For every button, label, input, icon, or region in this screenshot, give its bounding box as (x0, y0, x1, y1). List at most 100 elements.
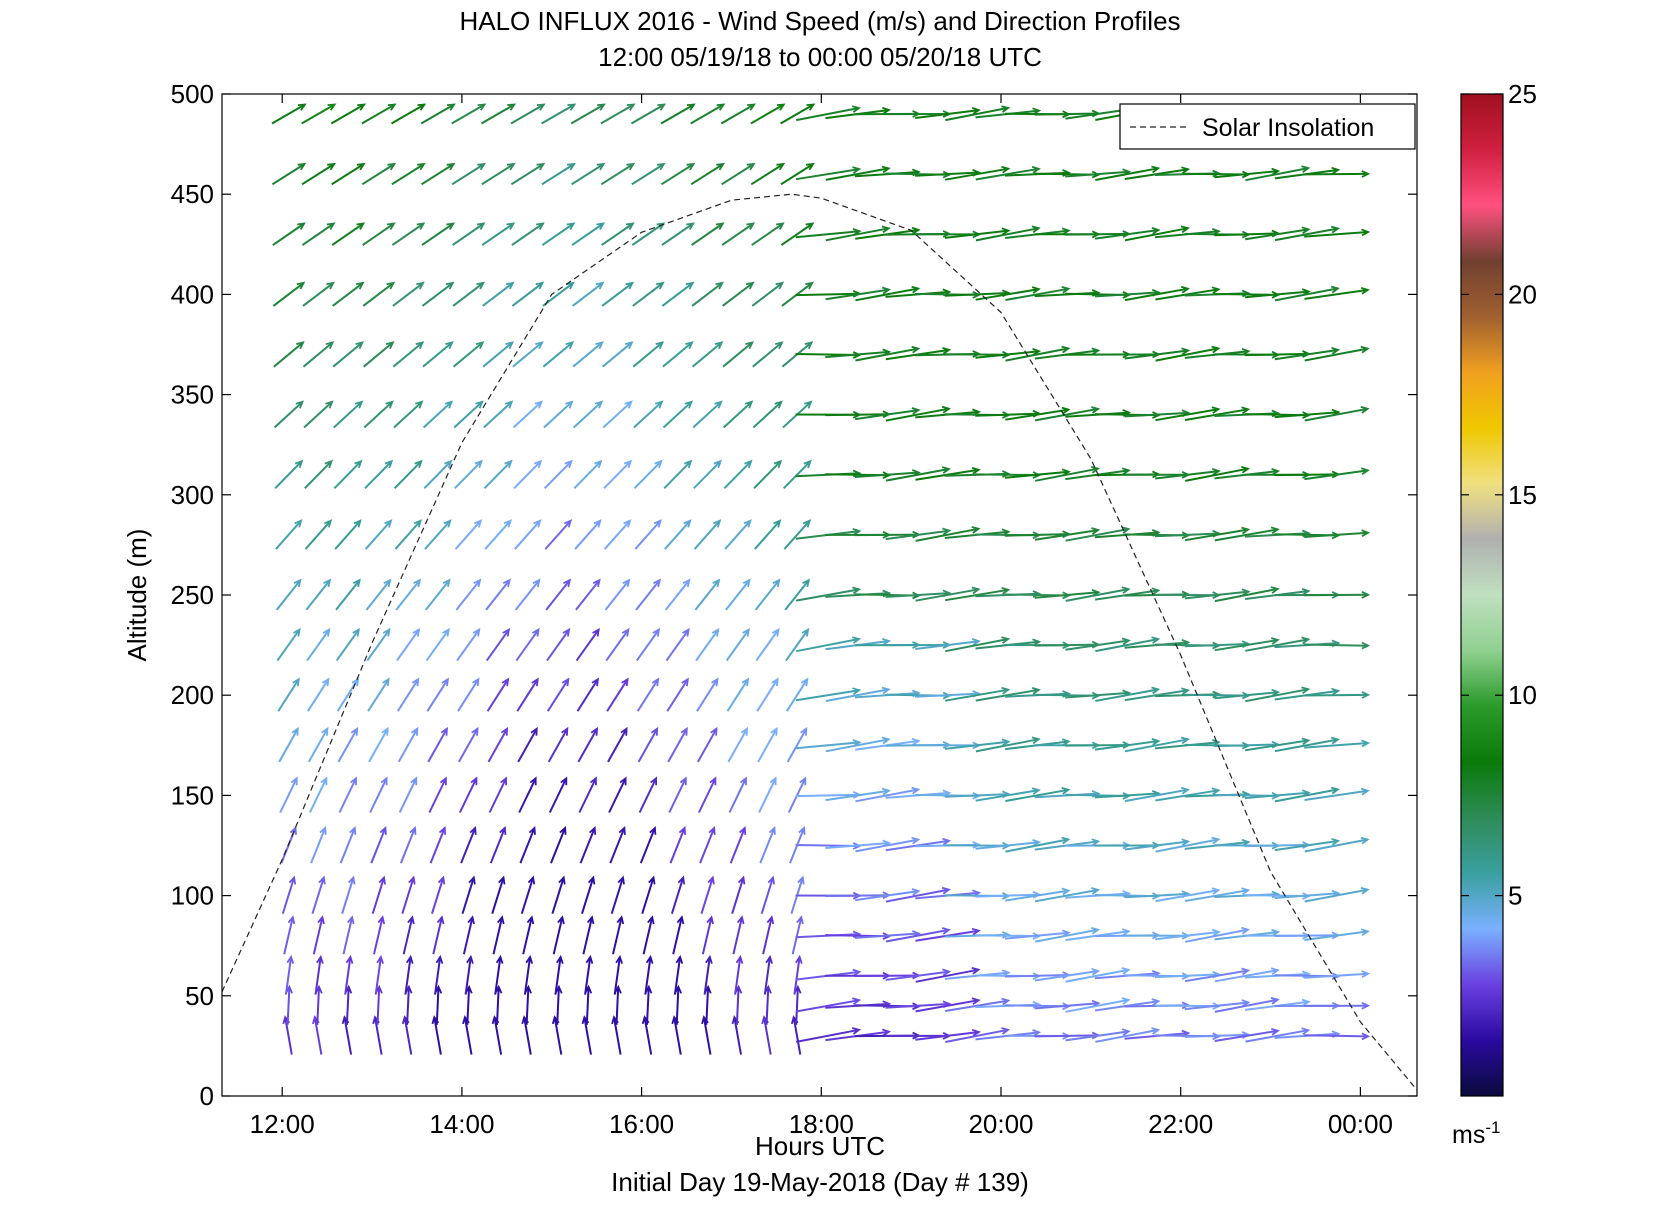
wind-arrow (606, 677, 629, 712)
wind-arrow-shaft (1035, 928, 1099, 943)
wind-arrow (1155, 345, 1221, 362)
wind-arrow-head (386, 281, 396, 290)
wind-arrow-head (654, 459, 663, 469)
wind-arrow (1065, 997, 1131, 1013)
wind-arrow (420, 103, 456, 125)
wind-arrow-head (1061, 227, 1071, 236)
wind-arrow-head (416, 222, 426, 230)
wind-arrow-head (380, 776, 388, 786)
wind-arrow-head (684, 400, 693, 409)
wind-arrow-head (595, 281, 605, 290)
wind-arrow-head (562, 627, 571, 637)
wind-arrow (608, 776, 627, 813)
wind-arrow-shaft (1304, 972, 1369, 979)
wind-arrow-shaft (544, 520, 572, 550)
wind-arrow (728, 776, 747, 813)
wind-arrow-shaft (631, 163, 665, 186)
wind-arrow (724, 519, 752, 550)
wind-arrow (1095, 636, 1161, 653)
wind-arrow (945, 105, 1011, 122)
wind-arrow-head (746, 222, 756, 230)
wind-arrow-shaft (606, 678, 629, 712)
wind-arrow-shaft (517, 728, 538, 763)
wind-arrow-head (765, 954, 773, 964)
wind-arrow (664, 519, 692, 550)
wind-arrow (1214, 997, 1280, 1013)
wind-arrow-head (881, 736, 891, 745)
wind-arrow-head (1001, 686, 1011, 695)
wind-arrow-head (911, 888, 921, 896)
wind-arrow-shaft (1034, 888, 1099, 903)
wind-arrow (581, 875, 596, 914)
wind-arrow-head (942, 837, 952, 846)
wind-arrow-head (1091, 927, 1101, 935)
wind-arrow (783, 519, 812, 550)
wind-arrow (663, 459, 693, 490)
wind-arrow (333, 459, 363, 490)
wind-arrow (543, 459, 573, 490)
wind-arrow-shaft (793, 956, 801, 995)
wind-arrow (512, 341, 544, 368)
wind-arrow (1245, 636, 1311, 652)
wind-arrow (760, 875, 775, 914)
wind-arrow-shaft (457, 678, 480, 712)
wind-arrow (915, 586, 981, 602)
wind-arrow (1274, 285, 1340, 302)
wind-arrow-shaft (573, 460, 602, 490)
wind-arrow-shaft (666, 678, 689, 712)
wind-arrow-head (473, 519, 483, 528)
wind-arrow-head (1211, 345, 1221, 354)
wind-arrow-shaft (286, 986, 291, 1025)
wind-arrow-shaft (750, 163, 784, 186)
wind-arrow (422, 400, 454, 429)
wind-arrow (666, 677, 689, 712)
wind-arrow-head (649, 825, 657, 835)
wind-arrow-shaft (577, 728, 598, 763)
wind-arrow-head (681, 677, 689, 687)
wind-arrow-shaft (760, 877, 774, 914)
wind-arrow-head (436, 915, 445, 925)
wind-arrow (601, 222, 635, 246)
wind-arrow-shaft (975, 893, 1040, 898)
wind-arrow (750, 103, 786, 125)
wind-arrow-shaft (644, 956, 652, 995)
wind-arrow-shaft (699, 827, 716, 864)
wind-arrow-head (323, 578, 332, 588)
wind-arrow-head (745, 281, 755, 290)
wind-arrow-shaft (1065, 691, 1130, 699)
wind-arrow-head (1330, 225, 1341, 234)
wind-arrow-head (591, 677, 600, 687)
wind-arrow (458, 726, 479, 763)
wind-arrow-shaft (691, 282, 723, 307)
wind-arrow-shaft (600, 163, 634, 186)
wind-arrow-shaft (1304, 172, 1369, 176)
wind-arrow-head (1241, 588, 1251, 597)
wind-arrow-head (592, 627, 600, 637)
wind-arrow-shaft (481, 163, 515, 186)
wind-arrow (480, 103, 517, 125)
wind-arrow-shaft (510, 163, 545, 186)
wind-arrow-head (653, 578, 661, 588)
wind-arrow-head (349, 825, 357, 835)
wind-arrow-head (534, 400, 544, 409)
wind-arrow-shaft (1274, 227, 1339, 242)
wind-arrow-shaft (493, 1017, 503, 1055)
wind-arrow-shaft (601, 282, 634, 307)
wind-arrow (271, 103, 307, 125)
wind-arrow-head (882, 106, 892, 115)
wind-arrow (1034, 968, 1101, 982)
wind-arrow (915, 526, 981, 542)
wind-arrow-shaft (303, 401, 333, 429)
wind-arrow-shaft (756, 678, 779, 712)
wind-arrow (489, 825, 507, 864)
wind-arrow-head (742, 627, 751, 637)
wind-arrow-head (1151, 1027, 1161, 1035)
wind-arrow (486, 677, 510, 712)
wind-arrow-shaft (305, 579, 331, 611)
wind-arrow-shaft (284, 956, 293, 995)
wind-arrow-head (466, 954, 474, 964)
wind-arrow (344, 954, 354, 995)
wind-arrow-shaft (661, 222, 694, 246)
wind-arrow-head (616, 915, 625, 925)
wind-arrow-head (648, 875, 656, 885)
